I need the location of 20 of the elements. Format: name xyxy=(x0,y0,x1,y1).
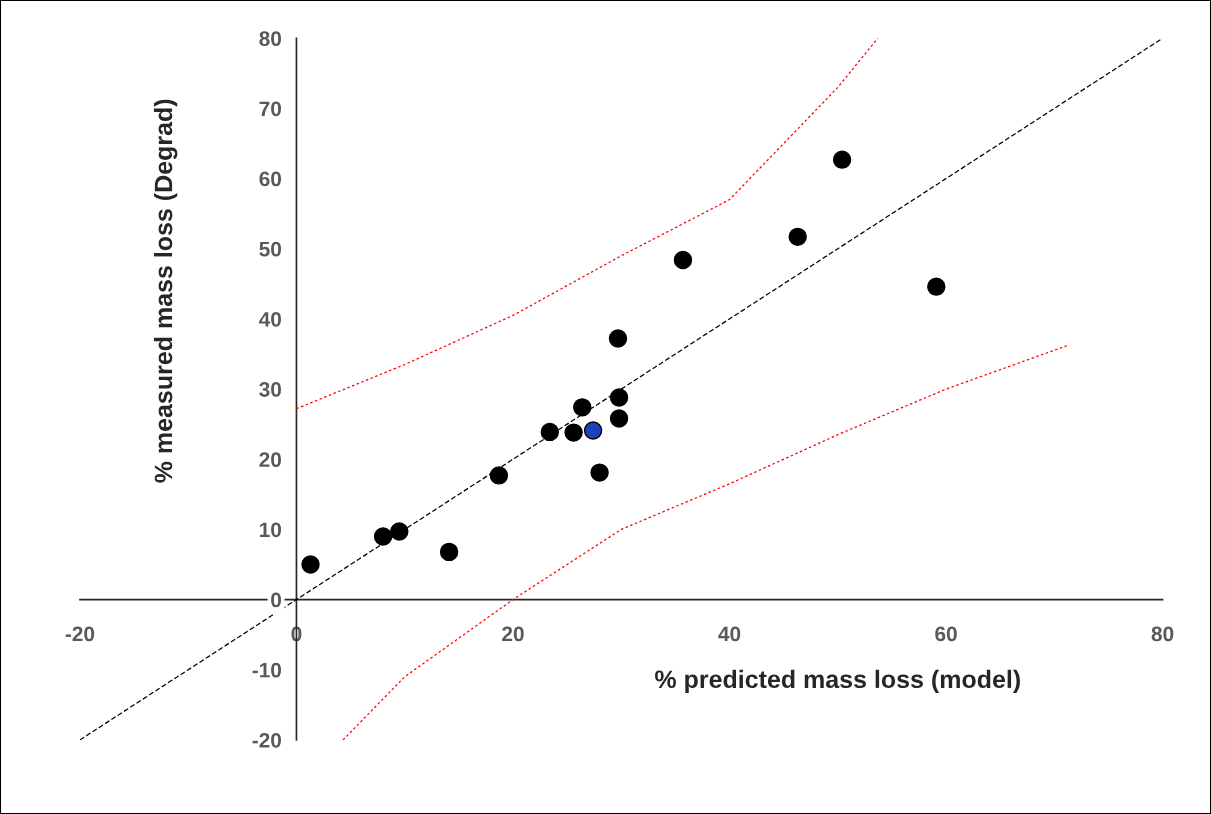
line-series xyxy=(342,344,1068,740)
y-tick-label: 20 xyxy=(259,452,282,468)
y-tick-label: 40 xyxy=(259,311,282,327)
y-tick-label: 50 xyxy=(259,241,282,257)
y-tick-label: 0 xyxy=(271,592,282,608)
line-series xyxy=(295,38,879,410)
y-tick-label: 60 xyxy=(259,171,282,187)
x-tick-label: 20 xyxy=(502,626,524,642)
y-tick-label: -10 xyxy=(252,662,282,678)
y-tick-label: 10 xyxy=(260,522,282,538)
y-tick-label: 30 xyxy=(259,382,282,397)
x-tick-label: 40 xyxy=(718,626,741,642)
x-axis-title: % predicted mass loss (model) xyxy=(655,669,1020,694)
x-tick-label: 60 xyxy=(935,626,957,642)
x-tick-label: 80 xyxy=(1151,626,1174,642)
x-tick-label: -20 xyxy=(65,626,95,642)
y-tick-label: -20 xyxy=(252,732,282,748)
y-tick-label: 70 xyxy=(259,101,282,117)
y-axis-title: % measured mass loss (Degrad) xyxy=(153,99,178,483)
y-tick-label: 80 xyxy=(259,31,282,47)
